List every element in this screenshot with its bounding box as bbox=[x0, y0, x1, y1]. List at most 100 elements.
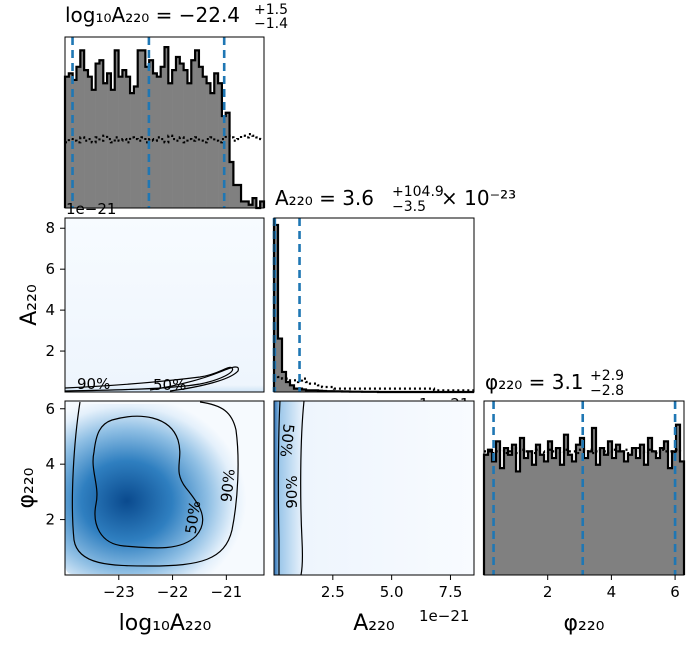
panel-frame bbox=[483, 400, 685, 576]
hist-bar bbox=[241, 201, 246, 208]
hist-bar bbox=[576, 444, 581, 575]
hist-bar bbox=[248, 204, 253, 208]
hist-bar bbox=[544, 461, 549, 575]
hist-outline bbox=[63, 46, 266, 210]
hist-bar bbox=[191, 60, 196, 209]
hist-bar bbox=[600, 448, 605, 575]
panel-phi-hist: φ₂₂₀ = 3.1 +2.9 −2.8 bbox=[482, 368, 686, 576]
hist-bar bbox=[122, 70, 127, 209]
hist-bar bbox=[520, 438, 525, 575]
hist-bar bbox=[652, 451, 657, 575]
y-tick-label: 4 bbox=[45, 455, 55, 473]
x-ticks-logA: −23 −22 −21 bbox=[103, 575, 242, 601]
hist-bar bbox=[145, 66, 150, 208]
title-A-main: A₂₂₀ = 3.6 bbox=[275, 186, 374, 210]
hist-bar bbox=[656, 458, 661, 575]
hist-bar bbox=[153, 73, 158, 209]
hist-bar bbox=[608, 441, 613, 575]
contour-50 bbox=[277, 401, 281, 575]
hist-bar bbox=[221, 116, 227, 208]
hist-bar bbox=[229, 162, 234, 208]
hist-bar bbox=[664, 441, 669, 575]
hist-bar bbox=[508, 454, 513, 575]
y-ticks-phi: 2 4 6 bbox=[45, 400, 65, 529]
hist-bar bbox=[504, 448, 509, 575]
hist-bar bbox=[668, 468, 673, 575]
hist-bar bbox=[149, 60, 154, 209]
hist-bar bbox=[290, 385, 295, 392]
prior-step bbox=[484, 446, 684, 455]
hist-bar bbox=[528, 451, 533, 575]
hist-bar bbox=[588, 451, 593, 575]
y-tick-label: 8 bbox=[45, 219, 55, 237]
hist-bar bbox=[65, 76, 70, 208]
hist-bar bbox=[540, 454, 545, 575]
y-tick-label: 6 bbox=[45, 260, 55, 278]
title-phi-main: φ₂₂₀ = 3.1 bbox=[485, 370, 584, 394]
hist-bar bbox=[644, 464, 649, 575]
x-ticks-A: 2.5 5.0 7.5 bbox=[321, 575, 463, 601]
x-tick-label: 4 bbox=[607, 583, 617, 601]
hist-A-bars bbox=[272, 223, 474, 394]
panel-A-hist: A₂₂₀ = 3.6 +104.9 −3.5 × 10⁻²³ 1e−21 bbox=[272, 184, 516, 413]
hist-bar bbox=[524, 458, 529, 575]
title-logA: log₁₀A₂₂₀ = −22.4 +1.5 −1.4 bbox=[65, 2, 288, 32]
panel-frame bbox=[273, 400, 475, 576]
hist-bar bbox=[548, 441, 553, 575]
hist-bar bbox=[183, 70, 188, 209]
hist-bar bbox=[130, 93, 135, 208]
hist-bar bbox=[660, 448, 665, 575]
hist-bar bbox=[624, 461, 629, 575]
x-tick-label: 7.5 bbox=[439, 583, 463, 601]
x-ticks-phi: 2 4 6 bbox=[543, 575, 680, 601]
hist-bar bbox=[532, 464, 537, 575]
hist-outline bbox=[272, 223, 474, 394]
hist-bar bbox=[118, 76, 123, 208]
offset-text-logA: 1e−21 bbox=[66, 200, 116, 218]
x-tick-label: 2.5 bbox=[321, 583, 345, 601]
hist-bar bbox=[536, 444, 541, 575]
panel-frame bbox=[64, 217, 265, 393]
title-A-sup: +104.9 bbox=[392, 184, 444, 200]
hist-bar bbox=[137, 50, 142, 208]
hist-bar bbox=[84, 70, 89, 209]
hist-bar bbox=[68, 73, 73, 209]
panel-logA-hist: log₁₀A₂₂₀ = −22.4 +1.5 −1.4 1e−21 bbox=[63, 2, 288, 218]
x-tick-label: 6 bbox=[670, 583, 680, 601]
hist-bar bbox=[91, 89, 96, 208]
hist-bar bbox=[672, 451, 677, 575]
contour-90 bbox=[71, 401, 239, 567]
hist-logA-bars bbox=[63, 46, 266, 210]
x-tick-label: −21 bbox=[211, 583, 243, 601]
contour-label-90: 90% bbox=[283, 475, 301, 508]
x-tick-label: 5.0 bbox=[380, 583, 404, 601]
hist-bar bbox=[141, 50, 146, 208]
hist-bar bbox=[564, 434, 569, 575]
hist-bar bbox=[676, 424, 681, 575]
hist-bar bbox=[237, 185, 242, 208]
x-tick-label: 2 bbox=[543, 583, 553, 601]
y-tick-label: 6 bbox=[45, 400, 55, 418]
hist-bar bbox=[76, 66, 81, 208]
contour-label-50: 50% bbox=[182, 500, 204, 536]
hist-bar bbox=[99, 60, 104, 209]
title-logA-main: log₁₀A₂₂₀ = −22.4 bbox=[65, 3, 240, 27]
hist-bar bbox=[282, 371, 287, 392]
hist-bar bbox=[592, 428, 597, 575]
hist-bar bbox=[620, 451, 625, 575]
hist-bar bbox=[210, 93, 215, 208]
density-blob bbox=[65, 404, 258, 574]
hist-bar bbox=[552, 458, 557, 575]
x-axis-label-A: A₂₂₀ bbox=[353, 611, 395, 636]
hist-bar bbox=[133, 86, 139, 208]
contour-label-50: 50% bbox=[276, 423, 297, 458]
hist-bar bbox=[294, 388, 299, 392]
y-tick-label: 2 bbox=[45, 342, 55, 360]
hist-bar bbox=[274, 224, 279, 392]
hist-bar bbox=[568, 454, 573, 575]
hist-bar bbox=[636, 458, 641, 575]
panel-logA-vs-A: 90% 50% 2 4 6 8 A₂₂₀ bbox=[17, 217, 265, 394]
contour-50 bbox=[149, 366, 239, 392]
panel-logA-vs-phi: 50% 90% 2 4 6 −23 −22 −21 log₁₀A₂₂₀ φ₂₂₀ bbox=[14, 400, 265, 636]
hist-bar bbox=[202, 76, 207, 208]
